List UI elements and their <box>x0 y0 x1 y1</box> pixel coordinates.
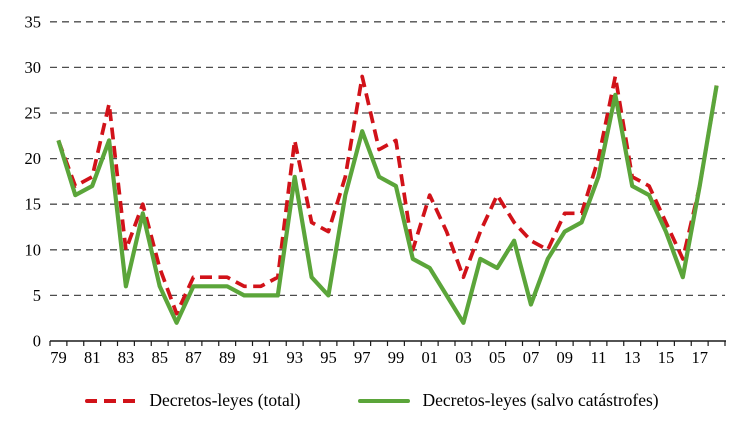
x-tick-label: 05 <box>489 348 506 367</box>
x-tick-label: 13 <box>624 348 641 367</box>
plot-area: 0 5 10 15 20 25 30 35 79 81 83 85 87 89 91 93 95 97 99 01 03… <box>25 12 726 367</box>
y-axis-labels: 0 5 10 15 20 25 30 35 <box>25 12 42 350</box>
x-tick-label: 09 <box>556 348 573 367</box>
y-tick-label: 25 <box>25 104 42 123</box>
gridlines <box>50 21 725 297</box>
x-tick-label: 07 <box>523 348 540 367</box>
x-tick-label: 87 <box>185 348 202 367</box>
series-salvo-line <box>56 85 719 325</box>
legend-item-total: Decretos-leyes (total) <box>85 390 301 410</box>
legend-label-total: Decretos-leyes (total) <box>149 390 301 410</box>
series-total-line <box>56 74 719 316</box>
x-tick-label: 89 <box>219 348 236 367</box>
x-tick-label: 97 <box>354 348 371 367</box>
y-tick-label: 10 <box>25 240 42 259</box>
x-tick-label: 83 <box>118 348 135 367</box>
chart-legend: Decretos-leyes (total) Decretos-leyes (s… <box>0 390 744 410</box>
legend-line-green-sample <box>358 398 411 403</box>
x-axis-labels: 79 81 83 85 87 89 91 93 95 97 99 01 03 05 07 09 11 13 15 17 <box>50 348 708 367</box>
y-tick-label: 20 <box>25 149 42 168</box>
x-tick-label: 03 <box>455 348 472 367</box>
x-tick-label: 17 <box>691 348 708 367</box>
y-tick-label: 35 <box>25 12 42 31</box>
x-tick-label: 15 <box>658 348 675 367</box>
y-tick-label: 30 <box>25 58 42 77</box>
legend-item-salvo: Decretos-leyes (salvo catástrofes) <box>358 390 659 410</box>
x-tick-label: 79 <box>50 348 67 367</box>
y-tick-label: 15 <box>25 195 42 214</box>
x-tick-label: 01 <box>421 348 438 367</box>
y-tick-label: 5 <box>33 286 41 305</box>
x-tick-label: 95 <box>320 348 337 367</box>
legend-dash-red-sample <box>85 398 138 403</box>
x-tick-label: 91 <box>253 348 270 367</box>
x-tick-label: 99 <box>388 348 405 367</box>
x-tick-label: 81 <box>84 348 101 367</box>
x-tick-label: 93 <box>286 348 303 367</box>
y-tick-label: 0 <box>33 332 41 351</box>
x-axis <box>49 340 726 346</box>
x-tick-label: 11 <box>590 348 606 367</box>
legend-label-salvo: Decretos-leyes (salvo catástrofes) <box>422 390 659 410</box>
x-tick-label: 85 <box>151 348 168 367</box>
